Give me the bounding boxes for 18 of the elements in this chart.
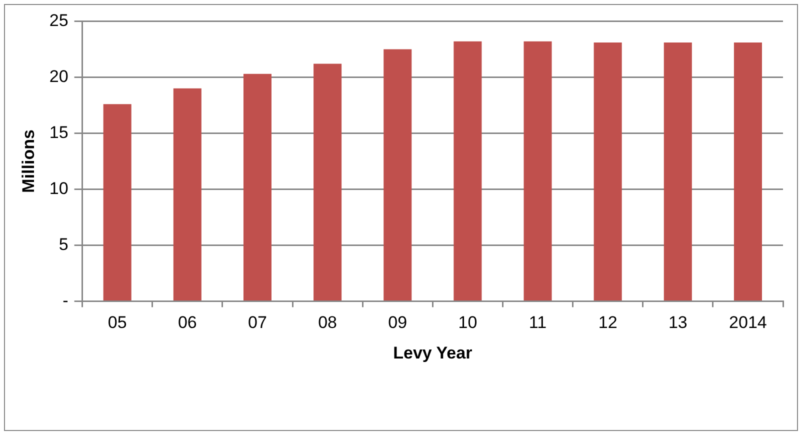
x-tick-label: 07 [248,313,267,332]
y-tick-label: 15 [49,122,68,142]
x-tick-label: 09 [388,313,408,332]
y-tick-label: 25 [49,10,68,30]
x-tick-label: 12 [598,313,618,332]
y-tick-label: - [62,290,68,310]
x-tick-label: 11 [528,313,547,332]
x-axis-title: Levy Year [393,343,473,362]
y-tick-label: 20 [49,66,68,86]
x-tick-label: 06 [178,313,197,332]
x-tick-label: 05 [108,313,127,332]
x-tick-label: 13 [668,313,688,332]
x-tick-label: 2014 [729,313,767,332]
x-tick-label: 10 [458,313,478,332]
y-tick-label: 5 [58,234,68,254]
x-tick-label: 08 [318,313,338,332]
y-tick-label: 10 [49,178,68,198]
y-axis-title: Millions [18,130,38,193]
